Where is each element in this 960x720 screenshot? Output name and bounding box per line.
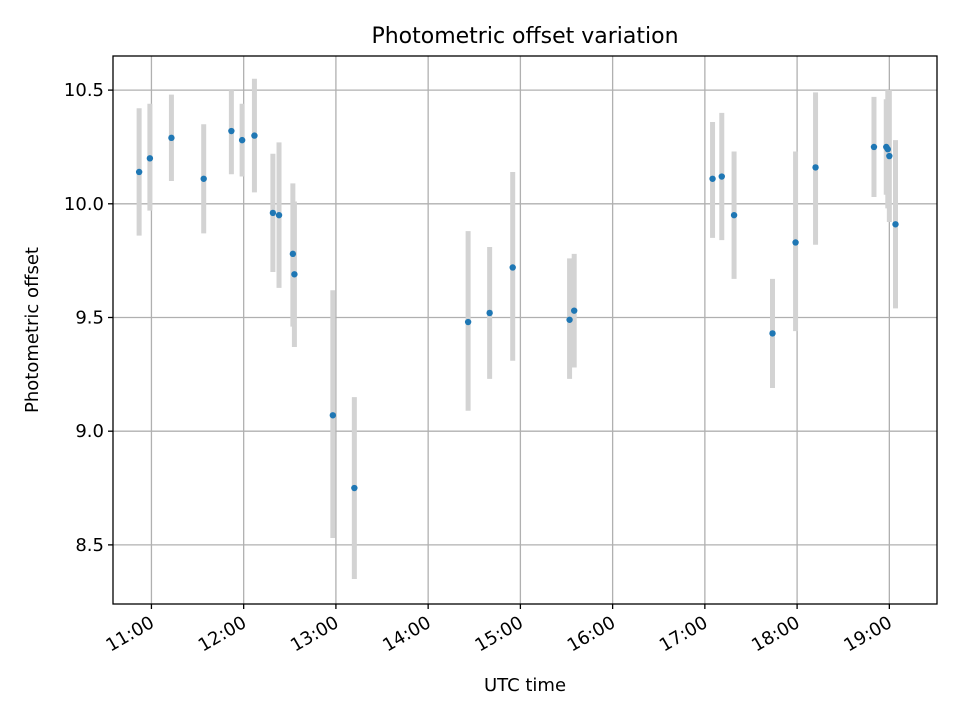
data-point: [275, 211, 283, 219]
data-point: [135, 168, 143, 176]
data-point: [769, 330, 776, 337]
data-point: [329, 412, 337, 419]
x-tick-label: 16:00: [564, 612, 619, 656]
data-point: [570, 307, 578, 314]
x-tick-label: 15:00: [471, 612, 526, 656]
data-point: [884, 146, 892, 153]
x-tick-label: 14:00: [379, 612, 434, 656]
data-point: [870, 143, 878, 151]
data-point: [509, 264, 516, 271]
y-tick-label: 9.5: [75, 307, 104, 328]
x-tick-label: 18:00: [748, 612, 803, 656]
data-point: [269, 209, 277, 217]
errorbar-layer: [136, 78, 898, 579]
data-point: [718, 173, 725, 180]
x-tick-label: 13:00: [287, 612, 342, 656]
data-point: [146, 155, 154, 162]
data-point: [289, 250, 297, 258]
data-point: [886, 152, 893, 160]
data-point: [709, 175, 716, 182]
data-point: [168, 134, 175, 142]
data-point: [351, 484, 358, 492]
data-point: [892, 221, 899, 228]
data-point: [238, 136, 246, 144]
data-point: [291, 271, 298, 278]
y-tick-label: 10.0: [64, 194, 104, 215]
data-point: [486, 309, 493, 317]
x-tick-label: 17:00: [656, 612, 711, 656]
data-point: [792, 239, 799, 246]
data-point: [812, 164, 819, 171]
y-tick-label: 8.5: [75, 535, 104, 556]
data-point: [200, 175, 207, 182]
data-point: [730, 211, 738, 219]
x-axis-label: UTC time: [484, 675, 566, 696]
grid-layer: [113, 56, 937, 604]
x-tick-label: 12:00: [195, 612, 250, 656]
plot-frame: [112, 55, 938, 605]
data-point: [566, 316, 573, 323]
y-tick-label: 9.0: [75, 421, 104, 442]
data-point: [251, 132, 258, 139]
x-tick-label: 19:00: [840, 612, 895, 656]
data-point: [464, 318, 472, 326]
chart-title: Photometric offset variation: [371, 24, 678, 49]
point-layer: [135, 127, 899, 492]
y-tick-label: 10.5: [64, 80, 104, 101]
x-tick-label: 11:00: [103, 612, 158, 656]
data-point: [228, 127, 235, 135]
y-axis-label: Photometric offset: [22, 247, 43, 413]
